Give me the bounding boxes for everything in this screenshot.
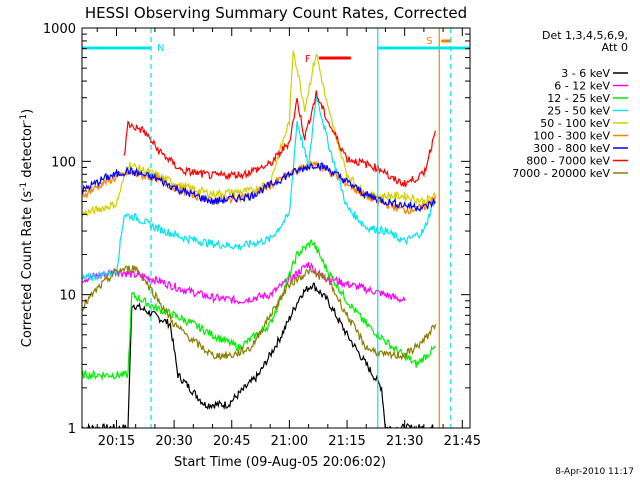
legend-item-label: 6 - 12 keV [554,80,610,93]
series-line [82,93,436,282]
legend-header: Att 0 [602,41,628,54]
legend-item-label: 100 - 300 keV [533,130,610,143]
legend-item-label: 300 - 800 keV [533,142,610,155]
legend-item-label: 7000 - 20000 keV [512,167,610,180]
series-line [82,162,436,213]
legend-item-label: 800 - 7000 keV [526,155,610,168]
chart-title: HESSI Observing Summary Count Rates, Cor… [85,4,467,22]
x-tick-label: 21:00 [271,434,308,449]
legend-item-label: 3 - 6 keV [561,67,610,80]
legend-item-label: 50 - 100 keV [540,117,610,130]
x-tick-label: 20:30 [155,434,192,449]
y-tick-label: 1 [68,422,76,437]
x-tick-label: 20:45 [213,434,250,449]
series-line [123,90,436,188]
x-tick-label: 21:45 [444,434,481,449]
legend-item-label: 25 - 50 keV [547,105,610,118]
x-tick-label: 20:15 [98,434,135,449]
x-axis-label: Start Time (09-Aug-05 20:06:02) [174,455,386,470]
saa-label: S [426,36,432,47]
legend-header: Det 1,3,4,5,6,9, [542,29,628,42]
y-tick-label: 1000 [43,22,76,37]
timestamp: 8-Apr-2010 11:17 [555,467,634,477]
x-tick-label: 21:30 [386,434,423,449]
y-axis: 1 10 100 1000 [43,22,470,437]
night-label: N [157,43,164,54]
x-tick-label: 21:15 [328,434,365,449]
y-axis-label: Corrected Count Rate (s-1 detector-1) [19,109,35,347]
flare-label: F [305,54,311,65]
series-line [82,261,406,305]
y-tick-label: 10 [59,289,76,304]
series-line [82,265,436,361]
plot-area: N F S [82,28,470,428]
plot-frame [81,27,471,429]
series-line [82,282,436,428]
legend-item-label: 12 - 25 keV [547,92,610,105]
x-axis: 20:15 20:30 20:45 21:00 21:15 21:30 21:45 [96,28,481,449]
y-tick-label: 100 [51,155,76,170]
